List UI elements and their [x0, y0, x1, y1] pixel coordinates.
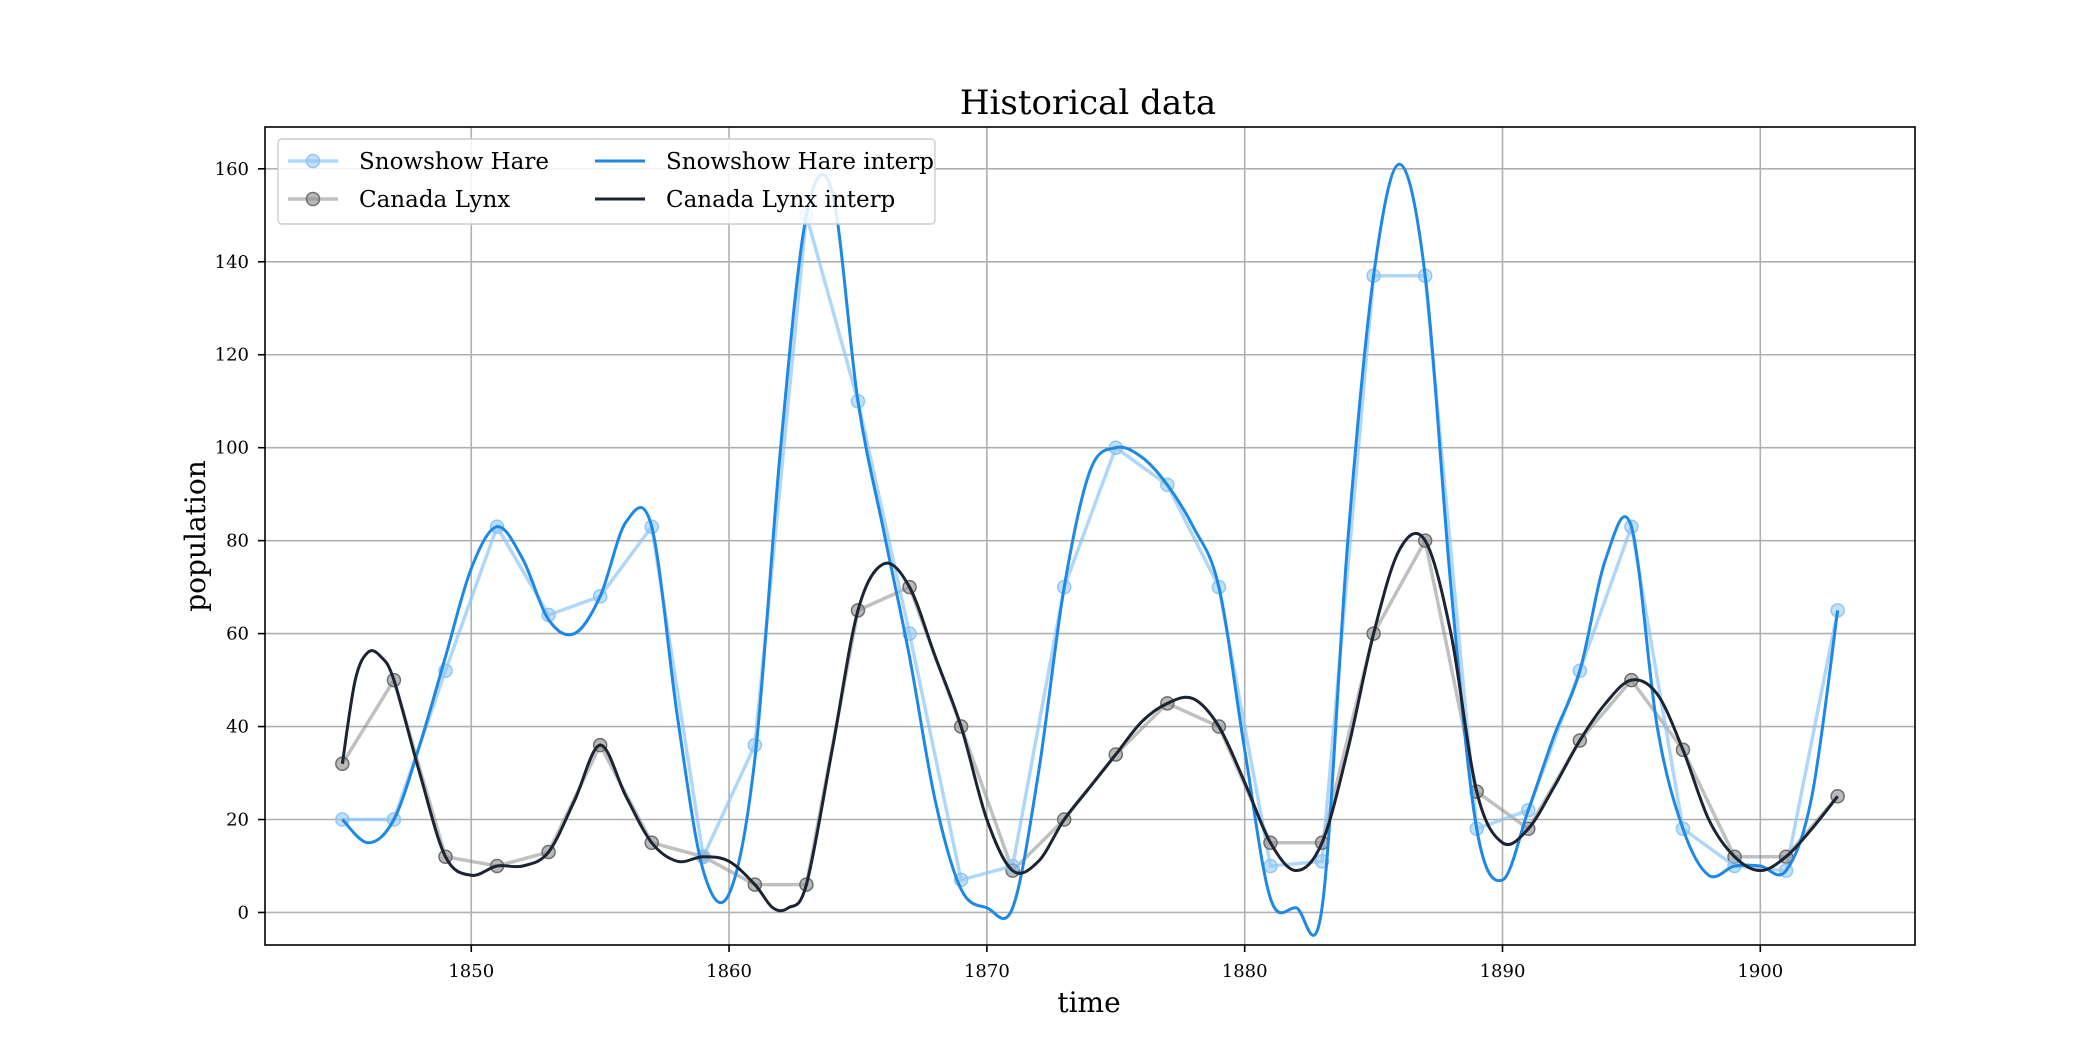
series-line-snowshow-hare-interp [341, 162, 1840, 937]
y-axis-label: population [179, 460, 212, 611]
legend-label-lynx: Canada Lynx [359, 187, 510, 213]
legend-box [277, 138, 936, 225]
legend-marker-hare [305, 153, 321, 169]
y-tick-label: 140 [215, 252, 249, 273]
y-tick-label: 0 [238, 902, 249, 923]
series-line-snowshow-hare [342, 214, 1840, 883]
y-tick-label: 100 [215, 438, 249, 459]
chart-title: Historical data [960, 83, 1216, 123]
x-tick-label: 1860 [706, 961, 752, 982]
y-tick-label: 40 [226, 717, 249, 738]
y-tick-label: 60 [226, 624, 249, 645]
x-tick-label: 1850 [448, 961, 494, 982]
x-axis: 1850 1860 1870 1880 1890 1900 [448, 945, 1783, 982]
grid [265, 127, 1915, 945]
y-tick-label: 20 [226, 810, 249, 831]
legend: Snowshow Hare Canada Lynx Snowshow Hare … [277, 138, 936, 225]
x-tick-label: 1890 [1480, 961, 1526, 982]
legend-marker-lynx [305, 191, 321, 207]
legend-label-hare-interp: Snowshow Hare interp [666, 149, 934, 175]
y-tick-label: 80 [226, 531, 249, 552]
plot-frame [264, 126, 1916, 946]
y-axis: 0 20 40 60 80 100 120 140 160 [215, 159, 265, 923]
data-point-snowshow-hare [1263, 858, 1278, 874]
x-tick-label: 1870 [964, 961, 1010, 982]
x-tick-label: 1880 [1222, 961, 1268, 982]
legend-label-hare: Snowshow Hare [359, 149, 549, 175]
x-axis-label: time [1057, 986, 1120, 1019]
y-tick-label: 160 [215, 159, 249, 180]
series-line-canada-lynx-interp [340, 531, 1839, 913]
legend-label-lynx-interp: Canada Lynx interp [666, 187, 895, 213]
y-tick-label: 120 [215, 345, 249, 366]
x-tick-label: 1900 [1737, 961, 1783, 982]
